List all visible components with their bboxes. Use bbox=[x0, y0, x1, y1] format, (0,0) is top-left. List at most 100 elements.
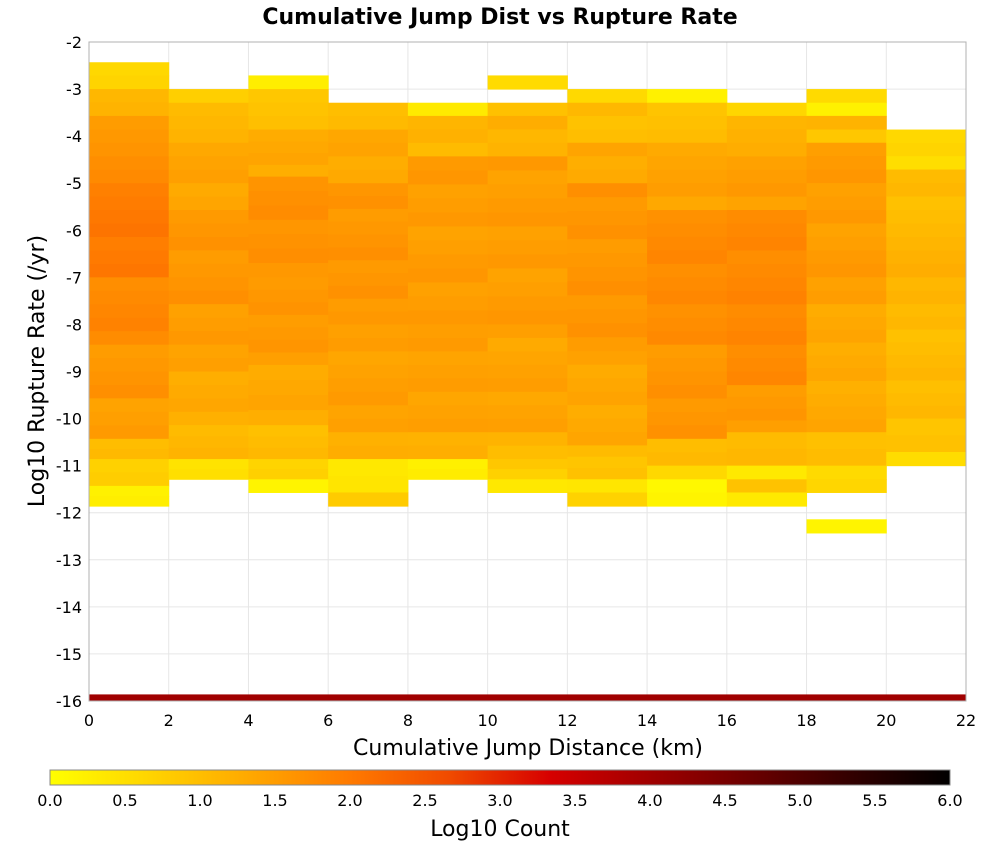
heatmap-cell bbox=[726, 465, 808, 480]
heatmap-cell bbox=[567, 378, 648, 393]
y-axis-ticks: -2 -3 -4 -5 -6 -7 -8 -9 -10 -11 -12 -13 -14 -15 -16 bbox=[56, 33, 82, 711]
heatmap-cell bbox=[647, 425, 728, 440]
heatmap-cell bbox=[168, 331, 249, 346]
heatmap-cell bbox=[89, 210, 170, 225]
heatmap-cell bbox=[168, 304, 249, 319]
heatmap-cell bbox=[726, 169, 808, 184]
heatmap-cell bbox=[487, 432, 568, 447]
heatmap-cell bbox=[806, 368, 887, 382]
heatmap-cell bbox=[726, 385, 808, 398]
heatmap-cell bbox=[248, 410, 329, 426]
heatmap-cell bbox=[487, 282, 568, 297]
heatmap-cell bbox=[248, 314, 329, 328]
heatmap-cell bbox=[407, 254, 489, 269]
heatmap-cell bbox=[487, 156, 568, 171]
heatmap-cell bbox=[248, 75, 329, 90]
heatmap-cell bbox=[806, 115, 887, 131]
heatmap-cell bbox=[407, 184, 489, 199]
heatmap-cell bbox=[168, 317, 249, 332]
heatmap-cell bbox=[806, 183, 887, 198]
heatmap-cell bbox=[89, 196, 170, 211]
heatmap-cell-bottom-band bbox=[89, 694, 966, 701]
x-tick-label: 0 bbox=[84, 711, 94, 730]
heatmap-cell bbox=[407, 296, 489, 311]
heatmap-cell bbox=[89, 277, 170, 292]
heatmap-cell bbox=[168, 469, 249, 480]
heatmap-cell bbox=[886, 290, 967, 305]
heatmap-cell bbox=[328, 459, 409, 477]
heatmap-cell bbox=[168, 129, 249, 144]
heatmap-cell bbox=[487, 296, 568, 311]
heatmap-cell bbox=[487, 115, 568, 130]
heatmap-cell bbox=[567, 169, 648, 184]
x-tick-label: 20 bbox=[876, 711, 896, 730]
heatmap-cell bbox=[567, 225, 648, 240]
y-tick-label: -9 bbox=[66, 363, 82, 382]
heatmap-cell bbox=[886, 277, 967, 292]
heatmap-cell bbox=[407, 102, 489, 117]
heatmap-cell bbox=[726, 290, 808, 305]
heatmap-cell bbox=[726, 317, 808, 332]
heatmap-cell bbox=[567, 323, 648, 338]
heatmap-cell bbox=[407, 156, 489, 171]
heatmap-cell bbox=[726, 331, 808, 346]
heatmap-cell bbox=[806, 355, 887, 369]
heatmap-cell bbox=[487, 418, 568, 433]
heatmap-cell bbox=[726, 371, 808, 386]
heatmap-cell bbox=[328, 260, 409, 274]
heatmap-cell bbox=[647, 492, 728, 507]
heatmap-cell bbox=[806, 196, 887, 211]
y-tick-label: -2 bbox=[66, 33, 82, 52]
heatmap-cell bbox=[647, 223, 728, 238]
heatmap-cell bbox=[248, 191, 329, 206]
heatmap-cell bbox=[168, 250, 249, 265]
heatmap-cell bbox=[248, 302, 329, 316]
heatmap-cell bbox=[806, 432, 887, 450]
heatmap-cell bbox=[726, 223, 808, 238]
heatmap-cell bbox=[89, 448, 170, 460]
x-axis-label: Cumulative Jump Distance (km) bbox=[353, 736, 703, 761]
heatmap-cell bbox=[647, 411, 728, 426]
colorbar-tick-label: 3.0 bbox=[487, 791, 512, 810]
heatmap-cell bbox=[726, 142, 808, 157]
heatmap-cell bbox=[806, 419, 887, 433]
heatmap-cell bbox=[89, 398, 170, 413]
colorbar-tick-label: 1.0 bbox=[187, 791, 212, 810]
colorbar-tick-label: 5.0 bbox=[787, 791, 812, 810]
heatmap-cell bbox=[726, 344, 808, 359]
heatmap-cell bbox=[487, 405, 568, 420]
heatmap-cell bbox=[726, 250, 808, 265]
heatmap-cell bbox=[248, 248, 329, 264]
heatmap-cell bbox=[487, 351, 568, 366]
heatmap-cell bbox=[407, 115, 489, 130]
heatmap-cell bbox=[647, 344, 728, 359]
heatmap-cell bbox=[726, 479, 808, 493]
heatmap-cell bbox=[487, 324, 568, 339]
heatmap-cell bbox=[407, 142, 489, 157]
heatmap-cell bbox=[89, 237, 170, 251]
heatmap-cell bbox=[886, 156, 967, 171]
heatmap-cell bbox=[647, 438, 728, 453]
heatmap-cell bbox=[487, 364, 568, 379]
heatmap-cell bbox=[487, 142, 568, 157]
heatmap-cell bbox=[886, 304, 967, 318]
heatmap-cell bbox=[567, 102, 648, 117]
heatmap-cell bbox=[647, 183, 728, 198]
heatmap-cell bbox=[328, 492, 409, 507]
heatmap-cell bbox=[886, 250, 967, 265]
heatmap-cell bbox=[567, 116, 648, 130]
heatmap-cell bbox=[248, 352, 329, 366]
heatmap-cell bbox=[328, 116, 409, 131]
colorbar-tick-label: 4.5 bbox=[712, 791, 737, 810]
chart-title: Cumulative Jump Dist vs Rupture Rate bbox=[262, 5, 737, 30]
heatmap-cell bbox=[806, 316, 887, 331]
heatmap-cell bbox=[806, 277, 887, 292]
heatmap-cell bbox=[886, 380, 967, 394]
x-tick-label: 12 bbox=[557, 711, 577, 730]
heatmap-cell bbox=[328, 221, 409, 236]
heatmap-cell bbox=[89, 317, 170, 332]
heatmap-cell bbox=[806, 156, 887, 171]
heatmap-cell bbox=[487, 212, 568, 227]
heatmap-cell bbox=[248, 364, 329, 381]
